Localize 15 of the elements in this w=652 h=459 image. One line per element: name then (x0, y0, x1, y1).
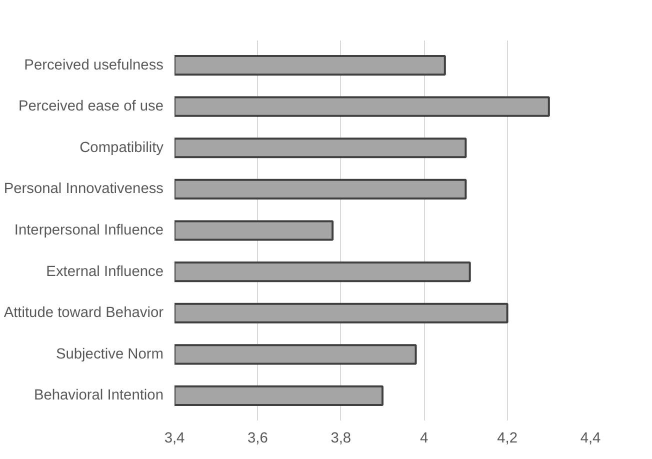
y-tick-label: Behavioral Intention (34, 388, 164, 404)
x-tick-label: 3,6 (248, 430, 268, 446)
x-tick-label: 4 (420, 430, 428, 446)
y-tick-label: Compatibility (80, 140, 164, 156)
y-tick-label: Subjective Norm (56, 346, 164, 362)
y-tick-label: Perceived usefulness (24, 57, 164, 74)
x-tick-label: 4,4 (580, 430, 601, 446)
y-tick-label: Interpersonal Influence (14, 222, 164, 238)
y-tick-label: Perceived ease of use (18, 98, 164, 115)
x-tick-label: 3,8 (330, 430, 352, 446)
y-tick-label: Attitude toward Behavior (4, 305, 164, 322)
y-tick-label: External Influence (46, 264, 164, 280)
x-tick-label: 3,4 (164, 430, 185, 446)
y-tick-label: Personal Innovativeness (4, 181, 164, 198)
x-tick-label: 4,2 (497, 430, 518, 446)
